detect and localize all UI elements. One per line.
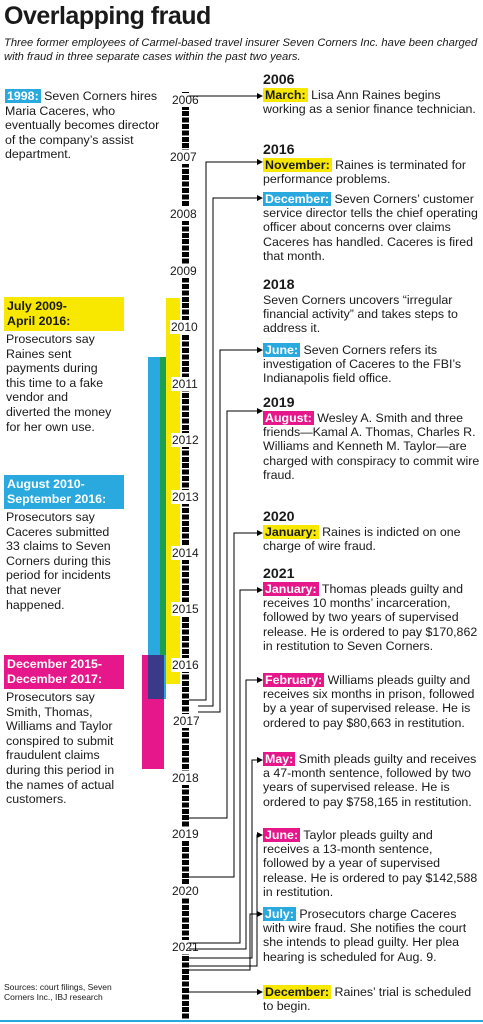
- year-label: 2014: [171, 546, 200, 560]
- event-2019-august: 2019 August: Wesley A. Smith and three fr…: [263, 395, 481, 482]
- event-tag: June:: [263, 828, 301, 842]
- year-label: 2010: [170, 320, 199, 334]
- band-text-fraud-ring: Prosecutors say Smith, Thomas, Williams …: [6, 690, 115, 807]
- event-text: Seven Corners’ customer service director…: [263, 192, 478, 263]
- band-head-raines: July 2009- April 2016:: [4, 297, 124, 331]
- overlap-shade: [148, 655, 164, 699]
- event-year: 2006: [263, 72, 295, 88]
- event-tag: November:: [263, 158, 332, 172]
- page-title: Overlapping fraud: [4, 2, 211, 30]
- year-label: 2015: [171, 602, 200, 616]
- event-tag: June:: [263, 343, 301, 357]
- event-tag: August:: [263, 411, 314, 425]
- event-2021-february: February: Williams pleads guilty and rec…: [263, 673, 481, 730]
- intro-1998: 1998: Seven Corners hires Maria Caceres,…: [5, 89, 170, 162]
- intro-text: Seven Corners hires Maria Caceres, who e…: [5, 89, 160, 162]
- event-year: 2018: [263, 277, 295, 293]
- year-label: 2009: [169, 264, 198, 278]
- event-2021-may: May: Smith pleads guilty and receives a …: [263, 752, 481, 809]
- event-tag: December:: [263, 985, 332, 999]
- event-text: Prosecutors charge Caceres with wire fra…: [263, 907, 467, 964]
- event-text: Seven Corners refers its investigation o…: [263, 343, 462, 386]
- year-label: 2017: [172, 714, 201, 728]
- event-2018-june: June: Seven Corners refers its investiga…: [263, 343, 481, 386]
- band-head-fraud-ring: December 2015- December 2017:: [4, 655, 124, 689]
- year-label: 2020: [171, 884, 200, 898]
- event-2021-july: July: Prosecutors charge Caceres with wi…: [263, 907, 481, 964]
- year-label: 2019: [171, 827, 200, 841]
- event-2021-june: June: Taylor pleads guilty and receives …: [263, 828, 481, 899]
- year-label: 2013: [171, 490, 200, 504]
- event-text: Seven Corners uncovers “irregular financ…: [263, 293, 458, 336]
- band-text-caceres: Prosecutors say Caceres submitted 33 cla…: [6, 510, 111, 612]
- year-label: 2008: [169, 207, 198, 221]
- intro-tag: 1998:: [5, 89, 41, 103]
- event-text: Wesley A. Smith and three friends—Kamal …: [263, 411, 480, 482]
- event-2020-january: 2020 January: Raines is indicted on one c…: [263, 509, 481, 553]
- year-label: 2012: [171, 433, 200, 447]
- event-tag: January:: [263, 525, 319, 539]
- event-tag: January:: [263, 582, 319, 596]
- event-text: Smith pleads guilty and receives a 47-mo…: [263, 752, 477, 809]
- event-text: Raines’ trial is scheduled to begin.: [263, 985, 472, 1014]
- year-label: 2016: [171, 658, 200, 672]
- event-tag: July:: [263, 907, 296, 921]
- year-label: 2018: [171, 771, 200, 785]
- event-year: 2020: [263, 509, 295, 525]
- year-label: 2011: [171, 377, 199, 391]
- bottom-rule: [0, 1020, 483, 1022]
- event-text: Lisa Ann Raines begins working as a seni…: [263, 88, 476, 117]
- event-text: Taylor pleads guilty and receives a 13-m…: [263, 828, 478, 899]
- event-text: Raines is indicted on one charge of wire…: [263, 525, 461, 554]
- event-text: Williams pleads guilty and receives six …: [263, 673, 475, 730]
- event-year: 2016: [263, 142, 295, 158]
- event-year: 2019: [263, 395, 295, 411]
- event-year: 2021: [263, 566, 295, 582]
- event-tag: December:: [263, 192, 332, 206]
- event-2016-december: December: Seven Corners’ customer servic…: [263, 192, 481, 263]
- green-overlap: [160, 357, 166, 655]
- event-2006-march: 2006 March: Lisa Ann Raines begins workin…: [263, 72, 481, 116]
- event-2016-november: 2016 November: Raines is terminated for p…: [263, 142, 481, 186]
- sources-note: Sources: court filings, Seven Corners In…: [4, 982, 112, 1002]
- event-tag: March:: [263, 88, 308, 102]
- event-text: Thomas pleads guilty and receives 10 mon…: [263, 582, 478, 653]
- band-text-raines: Prosecutors say Raines sent payments dur…: [6, 332, 112, 434]
- event-tag: February:: [263, 673, 325, 687]
- event-tag: May:: [263, 752, 296, 766]
- event-2021-december: December: Raines’ trial is scheduled to …: [263, 985, 481, 1013]
- band-head-caceres: August 2010- September 2016:: [4, 475, 124, 509]
- year-label: 2007: [169, 150, 198, 164]
- event-2021-january: 2021 January: Thomas pleads guilty and re…: [263, 566, 481, 653]
- event-text: Raines is terminated for performance pro…: [263, 158, 467, 187]
- event-2018: 2018 Seven Corners uncovers “irregular fi…: [263, 277, 481, 336]
- subtitle: Three former employees of Carmel-based t…: [4, 37, 478, 63]
